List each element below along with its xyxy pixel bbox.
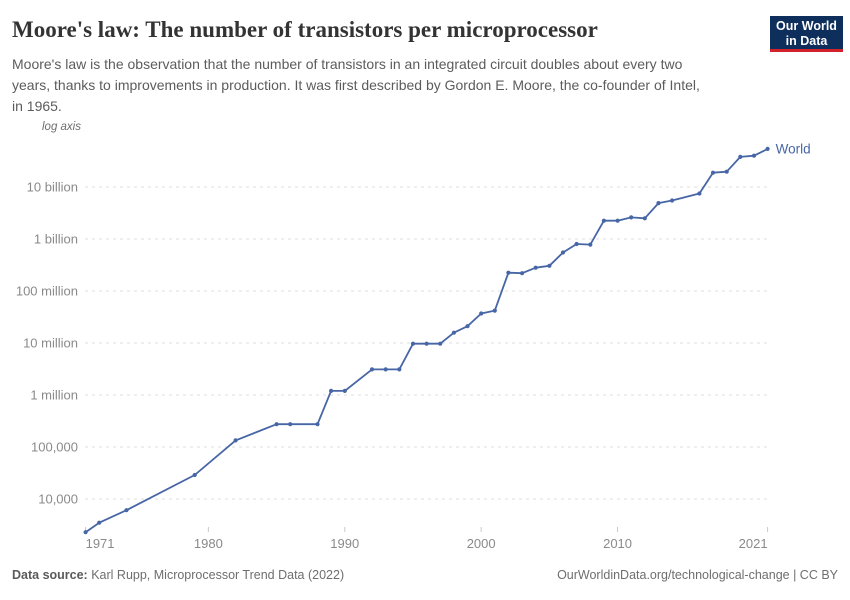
subtitle-line: years, thanks to improvements in product… xyxy=(12,77,700,93)
data-point xyxy=(533,265,538,270)
owid-link[interactable]: OurWorldinData.org/technological-change … xyxy=(557,568,838,582)
data-point xyxy=(233,438,238,443)
x-tick-label: 1990 xyxy=(330,536,359,551)
owid-logo-stripe xyxy=(770,49,843,52)
data-point xyxy=(424,341,429,346)
data-point xyxy=(615,218,620,223)
owid-logo-text: Our World in Data xyxy=(770,16,843,49)
owid-logo: Our World in Data xyxy=(770,16,843,52)
data-point xyxy=(506,270,511,275)
data-point xyxy=(642,216,647,221)
data-point xyxy=(288,422,293,427)
y-tick-label: 100,000 xyxy=(31,440,78,455)
data-point xyxy=(410,341,416,346)
data-point xyxy=(479,311,484,316)
y-tick-label: 1 billion xyxy=(34,232,78,247)
data-point xyxy=(451,330,456,335)
data-point xyxy=(697,191,702,196)
log-axis-note: log axis xyxy=(42,121,81,133)
series-label: World xyxy=(776,141,811,156)
data-point xyxy=(670,198,675,203)
data-point xyxy=(738,154,743,159)
data-point xyxy=(438,341,443,346)
data-point xyxy=(274,422,279,427)
page-title: Moore's law: The number of transistors p… xyxy=(12,17,598,42)
x-tick-label: 2000 xyxy=(467,536,496,551)
data-point xyxy=(397,367,402,372)
data-point xyxy=(383,367,388,372)
subtitle-line: in 1965. xyxy=(12,98,62,114)
y-tick-label: 10 million xyxy=(23,336,78,351)
data-point xyxy=(342,388,347,393)
x-tick-label: 1980 xyxy=(194,536,223,551)
x-tick-label: 1971 xyxy=(86,536,115,551)
y-tick-label: 1 million xyxy=(30,388,78,403)
subtitle-line: Moore's law is the observation that the … xyxy=(12,56,683,72)
data-point xyxy=(710,170,716,175)
x-tick-label: 2010 xyxy=(603,536,632,551)
data-point xyxy=(369,367,375,372)
owid-logo-line1: Our World xyxy=(776,19,837,33)
data-point xyxy=(192,472,197,478)
data-point xyxy=(560,250,566,255)
data-point xyxy=(465,324,470,329)
chart-footer: Data source: Karl Rupp, Microprocessor T… xyxy=(12,568,838,582)
data-source: Data source: Karl Rupp, Microprocessor T… xyxy=(12,568,344,582)
data-point xyxy=(329,388,334,393)
data-point xyxy=(751,153,757,158)
data-line xyxy=(84,147,769,534)
data-point xyxy=(656,201,661,206)
data-point xyxy=(629,215,634,220)
data-point xyxy=(520,271,525,276)
chart-subtitle: Moore's law is the observation that the … xyxy=(12,54,802,117)
data-source-label: Data source: xyxy=(12,568,88,582)
data-point xyxy=(724,169,729,174)
data-point xyxy=(83,530,88,535)
owid-logo-line2: in Data xyxy=(785,34,828,48)
data-point xyxy=(588,242,593,247)
data-point xyxy=(765,146,770,151)
data-point xyxy=(315,422,320,427)
data-point xyxy=(574,241,579,247)
y-tick-label: 100 million xyxy=(16,284,78,299)
x-tick-label: 2021 xyxy=(739,536,768,551)
data-point xyxy=(601,218,607,223)
data-point xyxy=(492,308,497,313)
data-point xyxy=(547,263,552,268)
y-tick-label: 10,000 xyxy=(38,492,78,507)
data-point xyxy=(97,520,102,525)
y-tick-label: 10 billion xyxy=(27,180,78,195)
data-source-text: Karl Rupp, Microprocessor Trend Data (20… xyxy=(91,568,345,582)
data-point xyxy=(124,508,129,513)
